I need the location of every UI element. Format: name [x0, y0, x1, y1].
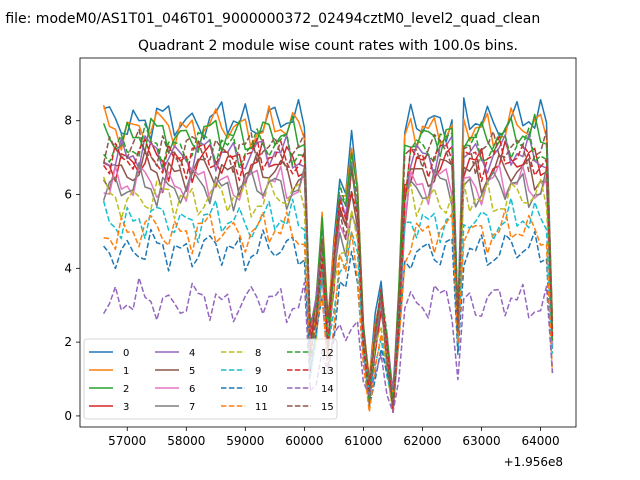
- legend-label-10: 10: [255, 384, 268, 395]
- y-tick-label-1: 2: [64, 335, 72, 349]
- figure-suptitle: n file: modeM0/AS1T01_046T01_9000000372_…: [0, 11, 540, 27]
- x-tick-label-0: 57000: [108, 434, 146, 448]
- chart-title: Quadrant 2 module wise count rates with …: [138, 38, 518, 54]
- plot-frame: [79, 57, 577, 428]
- legend-label-9: 9: [255, 366, 261, 377]
- legend-label-15: 15: [321, 402, 334, 413]
- legend-label-0: 0: [123, 348, 129, 359]
- legend-label-5: 5: [189, 366, 195, 377]
- legend-label-4: 4: [189, 348, 195, 359]
- x-tick-label-2: 59000: [226, 434, 264, 448]
- legend-box: [83, 338, 338, 420]
- series-line-8: [102, 176, 554, 412]
- x-tick-label-3: 60000: [285, 434, 323, 448]
- series-line-9: [102, 197, 554, 401]
- legend-label-2: 2: [123, 384, 129, 395]
- legend-label-8: 8: [255, 348, 261, 359]
- series-line-2: [102, 113, 554, 396]
- x-tick-label-1: 58000: [167, 434, 205, 448]
- legend-label-12: 12: [321, 348, 334, 359]
- legend-label-6: 6: [189, 384, 195, 395]
- x-tick-label-5: 62000: [403, 434, 441, 448]
- legend-label-14: 14: [321, 384, 334, 395]
- legend-label-11: 11: [255, 402, 268, 413]
- legend-label-13: 13: [321, 366, 334, 377]
- x-tick-label-6: 63000: [462, 434, 500, 448]
- y-tick-label-0: 0: [64, 409, 72, 423]
- y-tick-label-4: 8: [64, 114, 72, 128]
- legend-label-7: 7: [189, 402, 195, 413]
- y-tick-label-2: 4: [64, 261, 72, 275]
- x-axis: 57000 58000 59000 60000 61000 62000 63000 64000: [108, 427, 560, 448]
- x-offset-text: +1.956e8: [504, 455, 563, 469]
- x-tick-label-7: 64000: [521, 434, 559, 448]
- legend-label-1: 1: [123, 366, 129, 377]
- legend-label-3: 3: [123, 402, 129, 413]
- x-tick-label-4: 61000: [344, 434, 382, 448]
- y-axis: 0 2 4 6 8: [64, 114, 80, 423]
- y-tick-label-3: 6: [64, 188, 72, 202]
